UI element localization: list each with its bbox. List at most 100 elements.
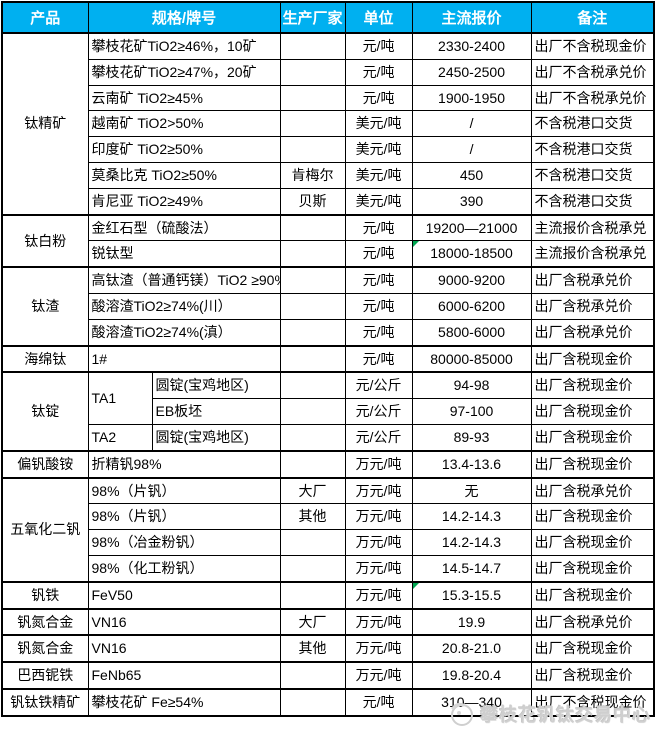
note-cell: 主流报价含税承兑 [530,240,655,268]
spec-cell: 肯尼亚 TiO2≥49% [87,187,281,216]
spec-cell: 高钛渣（普通钙镁）TiO2 ≥90% [87,266,281,294]
product-cell: 钒氮合金 [1,634,89,663]
product-cell: 钒氮合金 [1,607,89,636]
unit-cell: 元/吨 [344,31,413,60]
note-cell: 出厂含税现金价 [530,371,655,400]
table-header-row: 产品 规格/牌号 生产厂家 单位 主流报价 备注 [1,1,655,34]
table-row: 云南矿 TiO2≥45% 元/吨 1900-1950 出厂不含税承兑价 [2,84,655,112]
table-row: 海绵钛 1# 元/吨 80000-85000 出厂含税现金价 [1,344,655,373]
manufacturer-cell [279,371,346,400]
product-cell: 钛渣 [1,266,89,347]
unit-cell: 元/公斤 [344,398,413,425]
note-cell: 出厂不含税承兑价 [530,58,655,86]
note-cell: 出厂含税现金价 [530,554,655,583]
manufacturer-cell [279,110,346,138]
product-cell: 海绵钛 [1,344,89,373]
price-cell: 5800-6000 [411,318,532,347]
price-cell: 97-100 [411,398,532,425]
spec-cell: 98%（片钒） [87,503,281,531]
exchange-center-logo-icon [451,702,473,726]
manufacturer-cell [279,240,346,268]
price-cell: 390 [411,187,532,216]
unit-cell: 元/吨 [344,213,413,242]
note-cell: 出厂含税现金价 [530,503,655,531]
unit-cell: 万元/吨 [344,607,413,636]
manufacturer-cell [279,449,346,479]
table-row: 钒钛铁精矿 攀枝花矿 Fe≥54% 元/吨 310—340 出厂不含税现金价 [1,687,655,717]
unit-cell: 元/吨 [344,240,413,268]
note-cell: 出厂含税现金价 [530,634,655,663]
price-cell: 94-98 [411,371,532,400]
manufacturer-cell [279,136,346,163]
note-cell: 出厂含税承兑价 [530,476,655,505]
column-header-4: 主流报价 [411,1,532,34]
manufacturer-cell [279,318,346,347]
spec-cell: VN16 [87,607,281,636]
table-row: 钛白粉 金红石型（硫酸法） 元/吨 19200—21000 主流报价含税承兑 [1,213,655,268]
spec-cell: 金红石型（硫酸法） [87,213,281,242]
note-cell: 出厂不含税承兑价 [530,84,655,112]
note-cell: 不含税港口交货 [530,161,655,189]
note-cell: 出厂不含税现金价 [530,31,655,60]
spec-cell: 圆锭(宝鸡地区) [151,423,281,452]
unit-cell: 美元/吨 [344,187,413,216]
manufacturer-cell [279,554,346,583]
price-cell: 无 [411,476,532,505]
price-cell: 19.9 [411,607,532,636]
column-header-0: 产品 [1,1,89,34]
price-cell: 19.8-20.4 [411,661,532,690]
spec-cell: 酸溶渣TiO2≥74%(川） [87,292,281,320]
table-row: TA2 圆锭(宝鸡地区) 元/公斤 89-93 出厂含税现金价 [2,423,655,452]
manufacturer-cell [279,661,346,690]
table-row: 偏钒酸铵 折精钒98% 万元/吨 13.4-13.6 出厂含税现金价 [1,449,655,479]
spec-cell: 莫桑比克 TiO2≥50% [87,161,281,189]
note-cell: 出厂含税现金价 [530,661,655,690]
grade-cell: TA2 [87,423,153,452]
table-row: 钛锭 TA1 圆锭(宝鸡地区) 元/公斤 94-98 出厂含税现金价 [1,371,655,452]
manufacturer-cell [279,292,346,320]
price-cell: 80000-85000 [411,344,532,373]
unit-cell: 万元/吨 [344,476,413,505]
cell-comment-flag-icon [413,583,419,589]
price-cell: 6000-6200 [411,292,532,320]
unit-cell: 元/公斤 [344,423,413,452]
grade-cell: TA1 [87,371,153,425]
manufacturer-cell: 其他 [279,634,346,663]
table-row: 锐钛型 元/吨 18000-18500 主流报价含税承兑 [2,240,655,268]
manufacturer-cell [279,84,346,112]
table-row: 酸溶渣TiO2≥74%(川） 元/吨 6000-6200 出厂含税承兑价 [2,292,655,320]
spec-cell: 攀枝花矿TiO2≥47%，20矿 [87,58,281,86]
table-row: 钛精矿 攀枝花矿TiO2≥46%，10矿 元/吨 2330-2400 出厂不含税现金价 [1,31,655,216]
note-cell: 出厂含税承兑价 [530,318,655,347]
spec-cell: 折精钒98% [87,449,281,479]
manufacturer-cell [279,529,346,556]
spec-cell: 圆锭(宝鸡地区) [151,371,281,400]
manufacturer-cell: 其他 [279,503,346,531]
manufacturer-cell [279,687,346,717]
column-header-3: 单位 [344,1,413,34]
unit-cell: 万元/吨 [344,503,413,531]
price-cell: / [411,136,532,163]
note-cell: 出厂含税现金价 [530,423,655,452]
manufacturer-cell [279,58,346,86]
product-cell: 钛精矿 [1,32,89,216]
unit-cell: 元/吨 [344,292,413,320]
table-row: 98%（片钒） 其他 万元/吨 14.2-14.3 出厂含税现金价 [2,503,655,531]
table-row: 越南矿 TiO2>50% 美元/吨 / 不含税港口交货 [2,110,655,138]
unit-cell: 美元/吨 [344,161,413,189]
spec-cell: 攀枝花矿 Fe≥54% [87,687,281,717]
price-cell: 1900-1950 [411,84,532,112]
spec-cell: 98%（片钒） [87,476,281,505]
table-row: 钒铁 FeV50 万元/吨 15.3-15.5 出厂含税现金价 [1,580,655,610]
spec-cell: 98%（化工粉钒） [87,554,281,583]
unit-cell: 万元/吨 [344,529,413,556]
price-cell: 14.5-14.7 [411,554,532,583]
product-cell: 偏钒酸铵 [1,449,89,479]
unit-cell: 万元/吨 [344,634,413,663]
footer-logo: 攀枝花钒钛交易中心 [448,696,651,732]
note-cell: 主流报价含税承兑 [530,213,655,242]
manufacturer-cell [279,423,346,452]
note-cell: 不含税港口交货 [530,187,655,216]
spec-cell: EB板坯 [151,398,281,425]
